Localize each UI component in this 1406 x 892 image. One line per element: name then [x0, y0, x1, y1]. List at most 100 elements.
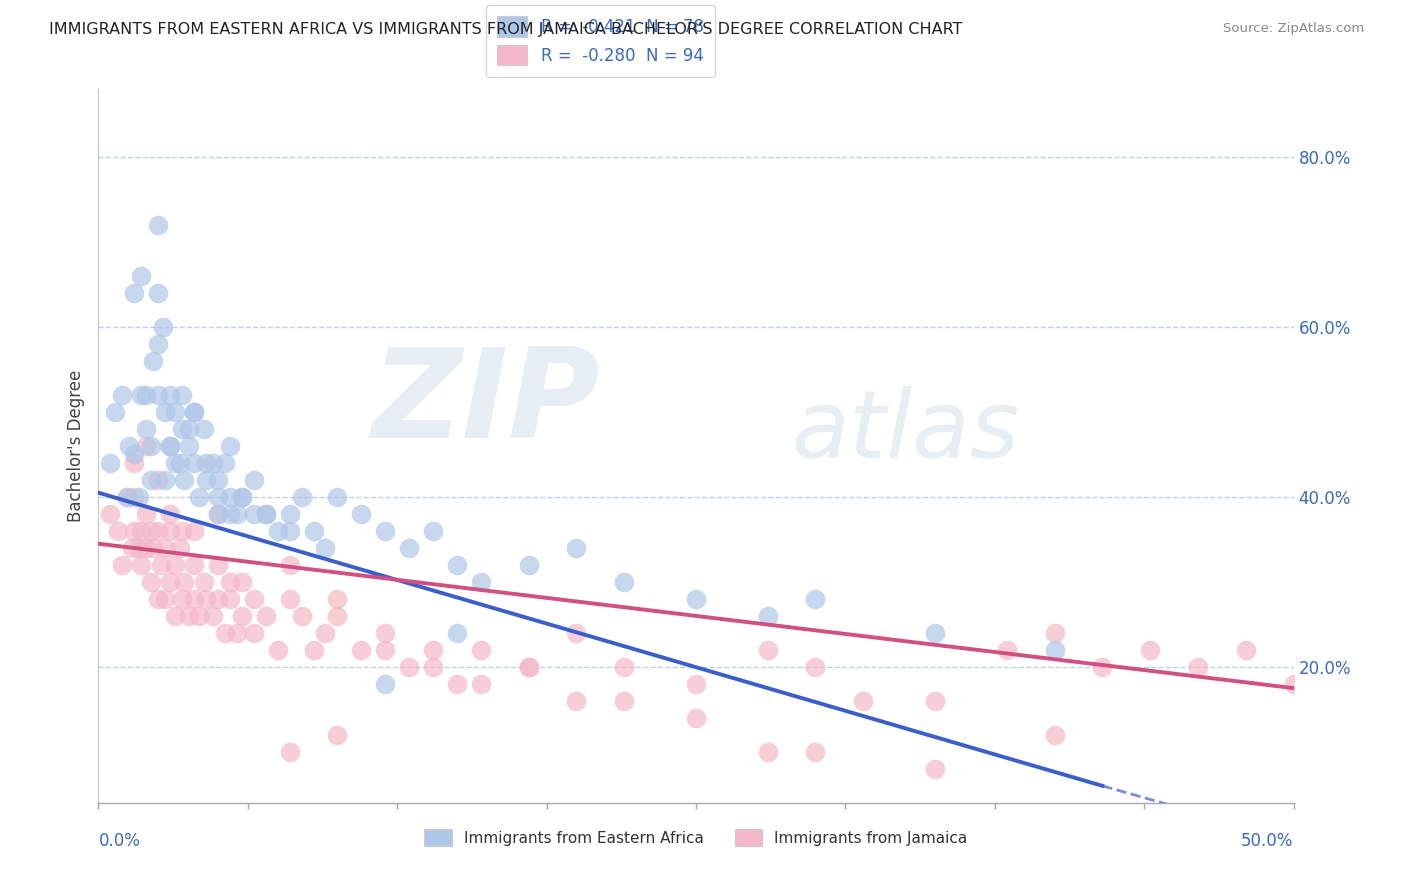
- Point: [131, 269, 153, 284]
- Point: [254, 608, 277, 623]
- Point: [148, 473, 170, 487]
- Point: [517, 660, 540, 674]
- Point: [924, 626, 946, 640]
- Point: [183, 405, 205, 419]
- Point: [179, 439, 201, 453]
- Point: [291, 608, 314, 623]
- Point: [193, 422, 215, 436]
- Point: [183, 405, 205, 419]
- Point: [231, 490, 253, 504]
- Point: [193, 574, 215, 589]
- Point: [267, 524, 290, 538]
- Point: [98, 507, 122, 521]
- Point: [278, 558, 301, 572]
- Point: [98, 456, 122, 470]
- Point: [207, 591, 229, 606]
- Point: [685, 711, 707, 725]
- Point: [422, 643, 444, 657]
- Point: [163, 558, 186, 572]
- Point: [159, 574, 181, 589]
- Point: [924, 762, 946, 776]
- Point: [326, 608, 349, 623]
- Point: [139, 524, 162, 538]
- Point: [172, 591, 194, 606]
- Point: [139, 574, 162, 589]
- Point: [470, 643, 492, 657]
- Point: [231, 608, 253, 623]
- Point: [131, 558, 153, 572]
- Point: [278, 524, 301, 538]
- Point: [124, 490, 146, 504]
- Point: [183, 558, 205, 572]
- Point: [104, 405, 127, 419]
- Point: [183, 591, 205, 606]
- Point: [207, 507, 229, 521]
- Point: [207, 490, 229, 504]
- Point: [254, 507, 277, 521]
- Point: [852, 694, 875, 708]
- Point: [685, 591, 707, 606]
- Point: [685, 677, 707, 691]
- Point: [183, 524, 205, 538]
- Point: [155, 405, 177, 419]
- Point: [243, 507, 266, 521]
- Point: [118, 439, 141, 453]
- Point: [195, 591, 218, 606]
- Point: [139, 439, 162, 453]
- Point: [302, 524, 325, 538]
- Point: [278, 507, 301, 521]
- Point: [124, 286, 146, 301]
- Legend: Immigrants from Eastern Africa, Immigrants from Jamaica: Immigrants from Eastern Africa, Immigran…: [419, 823, 973, 852]
- Point: [202, 608, 225, 623]
- Point: [374, 677, 396, 691]
- Point: [278, 591, 301, 606]
- Point: [613, 574, 636, 589]
- Point: [179, 422, 201, 436]
- Point: [107, 524, 129, 538]
- Point: [756, 608, 779, 623]
- Point: [172, 388, 194, 402]
- Point: [326, 490, 349, 504]
- Point: [231, 574, 253, 589]
- Point: [422, 524, 444, 538]
- Text: Source: ZipAtlas.com: Source: ZipAtlas.com: [1223, 22, 1364, 36]
- Point: [135, 541, 157, 555]
- Point: [179, 608, 201, 623]
- Point: [326, 591, 349, 606]
- Point: [517, 660, 540, 674]
- Point: [148, 337, 170, 351]
- Point: [254, 507, 277, 521]
- Point: [326, 728, 349, 742]
- Point: [159, 388, 181, 402]
- Point: [148, 286, 170, 301]
- Point: [565, 694, 588, 708]
- Point: [302, 643, 325, 657]
- Point: [131, 524, 153, 538]
- Point: [565, 626, 588, 640]
- Point: [148, 388, 170, 402]
- Point: [148, 524, 170, 538]
- Text: ZIP: ZIP: [371, 343, 600, 464]
- Y-axis label: Bachelor's Degree: Bachelor's Degree: [66, 370, 84, 522]
- Point: [756, 643, 779, 657]
- Text: 0.0%: 0.0%: [98, 831, 141, 849]
- Point: [155, 591, 177, 606]
- Point: [1234, 643, 1257, 657]
- Point: [243, 591, 266, 606]
- Point: [446, 626, 468, 640]
- Point: [124, 456, 146, 470]
- Point: [924, 694, 946, 708]
- Point: [291, 490, 314, 504]
- Point: [267, 643, 290, 657]
- Point: [169, 541, 191, 555]
- Point: [124, 448, 146, 462]
- Point: [195, 456, 218, 470]
- Point: [374, 643, 396, 657]
- Point: [148, 591, 170, 606]
- Point: [111, 388, 134, 402]
- Point: [804, 660, 827, 674]
- Point: [142, 541, 165, 555]
- Point: [219, 490, 242, 504]
- Point: [350, 643, 373, 657]
- Point: [804, 745, 827, 759]
